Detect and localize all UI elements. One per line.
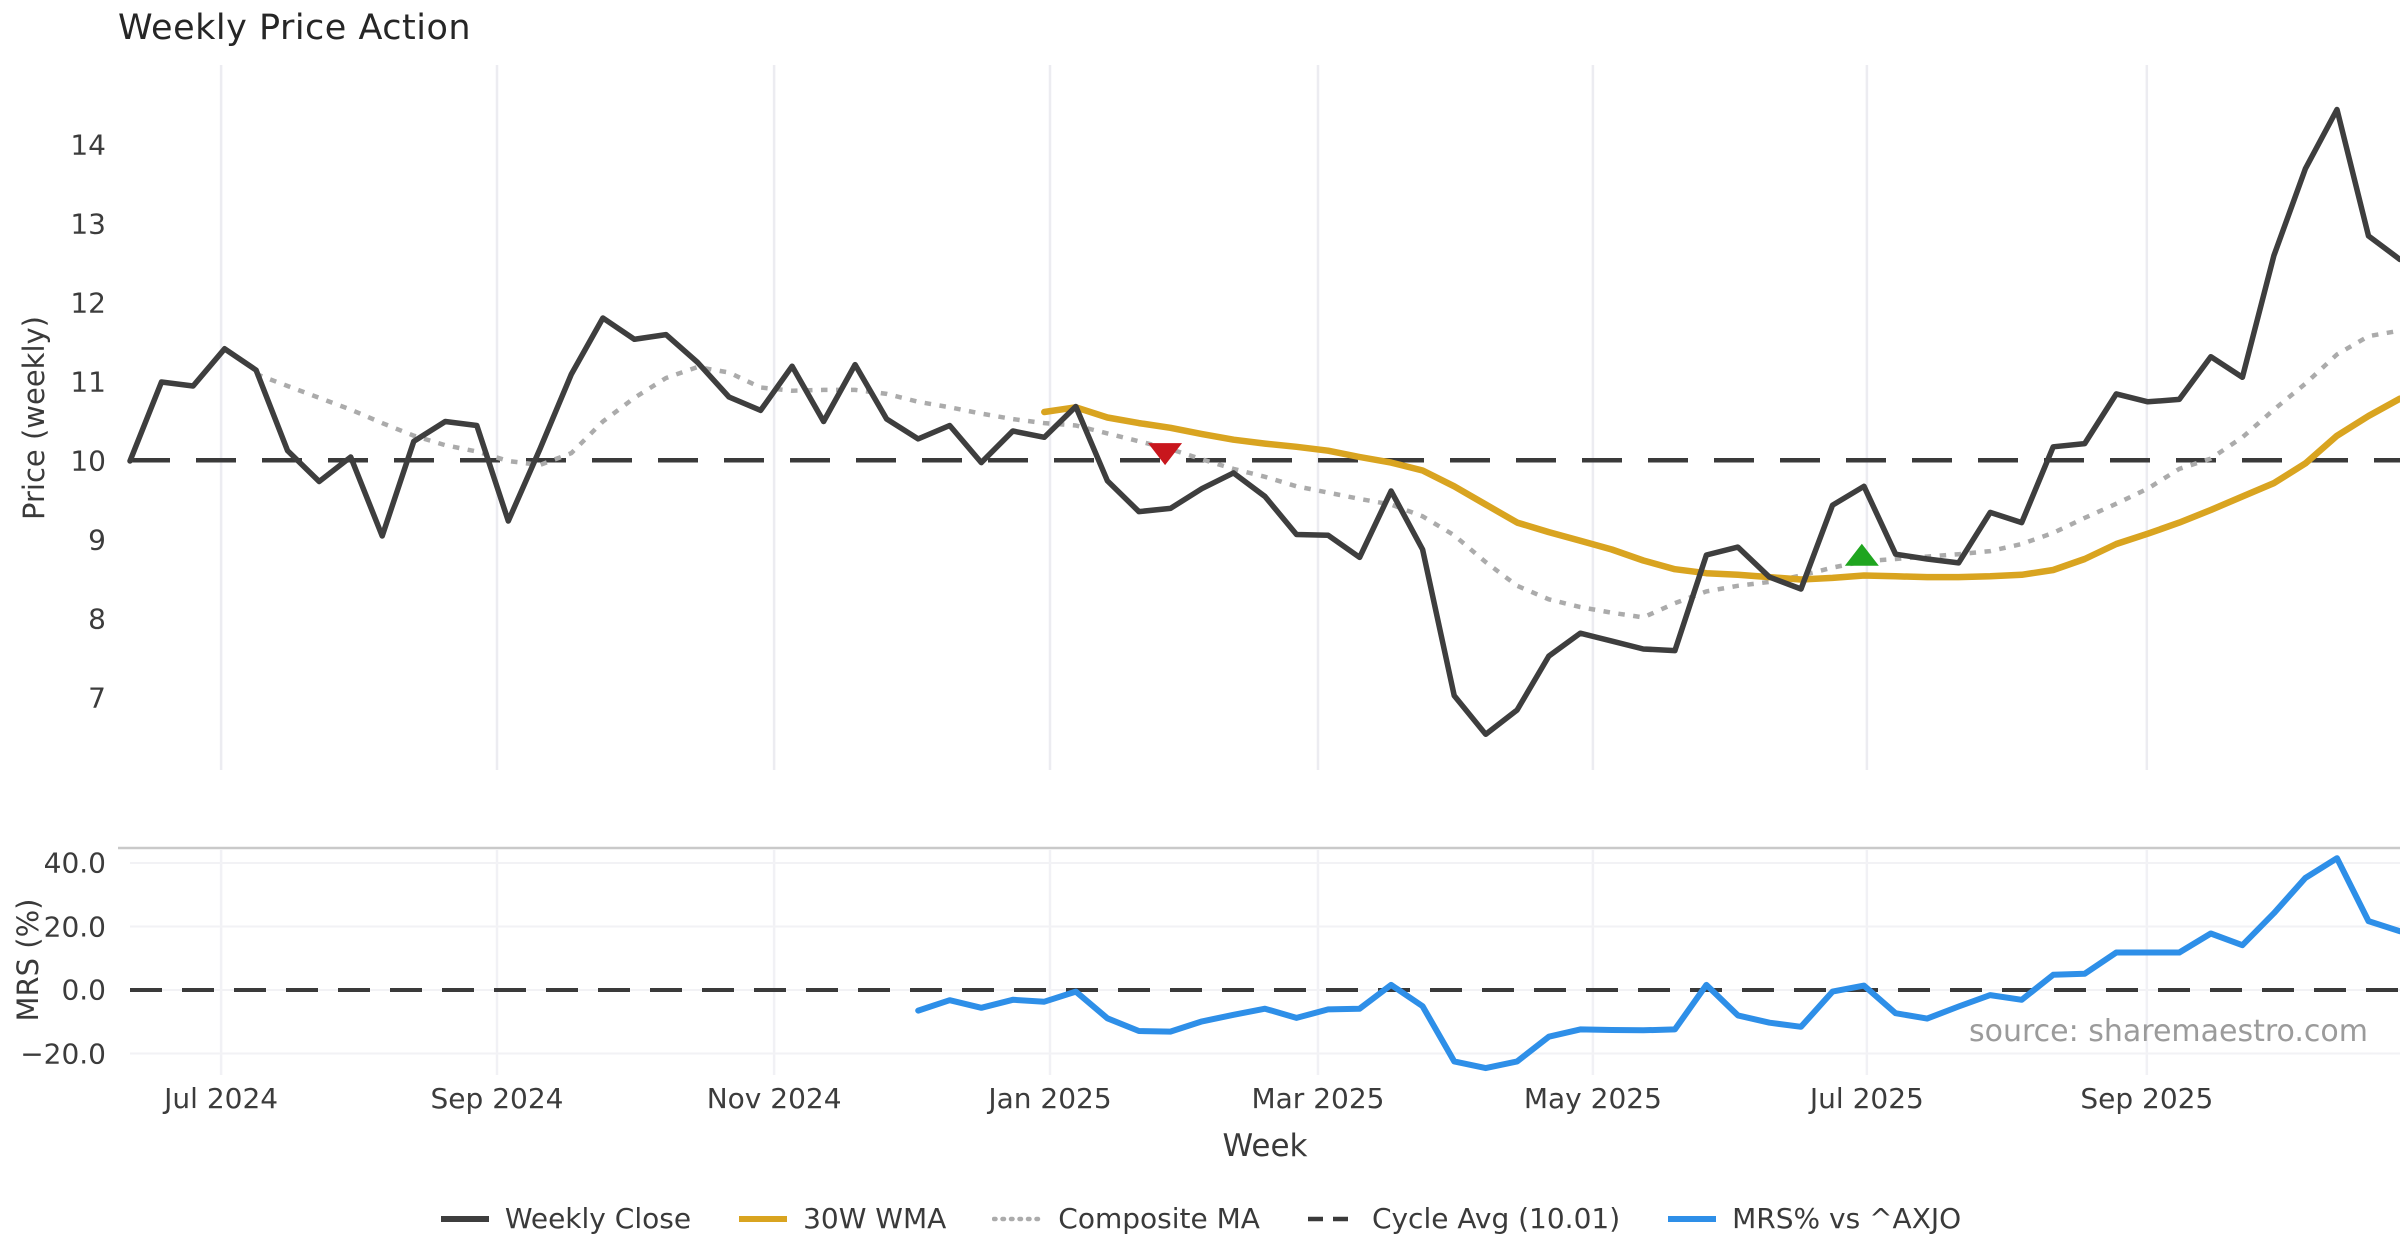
- legend-swatch-icon: [1668, 1215, 1717, 1222]
- legend: Weekly Close 30W WMA Composite MA Cycle Avg…: [0, 1202, 2400, 1235]
- legend-swatch-icon: [440, 1215, 489, 1222]
- mrs-ytick-label: 20.0: [43, 910, 106, 943]
- composite-ma-line: [255, 328, 2400, 620]
- wma30-line: [1041, 395, 2400, 583]
- month-tick-label: Jul 2024: [164, 1082, 279, 1115]
- legend-item-3: Cycle Avg (10.01): [1306, 1202, 1620, 1235]
- month-tick-label: Sep 2025: [2080, 1082, 2214, 1115]
- legend-item-4: MRS% vs ^AXJO: [1666, 1202, 1961, 1235]
- price-ytick-label: 7: [88, 681, 106, 715]
- month-tick-label: Mar 2025: [1251, 1082, 1385, 1115]
- source-note: source: sharemaestro.com: [1969, 1014, 2368, 1049]
- legend-item-1: 30W WMA: [737, 1202, 946, 1235]
- legend-item-0: Weekly Close: [439, 1202, 691, 1235]
- month-tick-label: Sep 2024: [430, 1082, 564, 1115]
- legend-swatch-icon: [1307, 1216, 1356, 1221]
- page-title: Weekly Price Action: [118, 8, 472, 48]
- price-ytick-label: 10: [70, 444, 106, 478]
- price-ytick-label: 13: [70, 207, 106, 241]
- legend-label: Weekly Close: [504, 1202, 692, 1235]
- mrs-ytick-label: 0.0: [61, 973, 106, 1007]
- legend-swatch-icon: [992, 1216, 1045, 1221]
- legend-label: Cycle Avg (10.01): [1371, 1202, 1621, 1235]
- price-ytick-label: 8: [88, 602, 106, 636]
- price-ytick-label: 9: [88, 523, 106, 557]
- legend-label: Composite MA: [1058, 1202, 1260, 1235]
- legend-label: 30W WMA: [803, 1202, 947, 1235]
- legend-swatch-icon: [739, 1215, 788, 1222]
- buy-signal-triangle-up-icon: [1844, 543, 1879, 566]
- mrs-line: [915, 855, 2400, 1072]
- weekly-close-line: [127, 106, 2400, 738]
- x-axis-label: Week: [1222, 1128, 1308, 1164]
- month-tick-label: May 2025: [1523, 1082, 1662, 1115]
- legend-item-2: Composite MA: [992, 1202, 1260, 1235]
- price-ytick-label: 12: [70, 286, 106, 320]
- month-tick-label: Nov 2024: [706, 1082, 842, 1115]
- sell-signal-triangle-down-icon: [1148, 443, 1183, 466]
- price-ytick-label: 11: [70, 365, 106, 399]
- mrs-ytick-label: −20.0: [20, 1037, 106, 1070]
- month-tick-label: Jul 2025: [1809, 1082, 1924, 1115]
- legend-label: MRS% vs ^AXJO: [1732, 1202, 1962, 1235]
- mrs-ytick-label: 40.0: [43, 846, 106, 880]
- price-ytick-label: 14: [70, 128, 106, 162]
- price-axis-label: Price (weekly): [17, 315, 51, 521]
- month-tick-label: Jan 2025: [988, 1082, 1112, 1115]
